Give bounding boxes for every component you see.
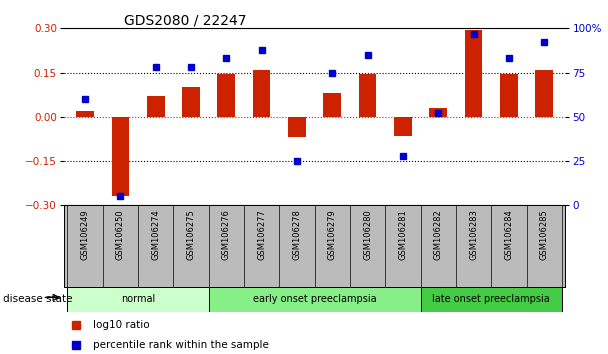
Text: GSM106277: GSM106277 <box>257 209 266 260</box>
Text: GSM106276: GSM106276 <box>222 209 231 260</box>
Text: early onset preeclampsia: early onset preeclampsia <box>253 294 376 304</box>
Bar <box>147 96 165 117</box>
Text: late onset preeclampsia: late onset preeclampsia <box>432 294 550 304</box>
Text: GDS2080 / 22247: GDS2080 / 22247 <box>124 13 246 27</box>
Text: normal: normal <box>121 294 155 304</box>
Bar <box>323 93 341 117</box>
Text: GSM106249: GSM106249 <box>80 209 89 260</box>
Bar <box>209 287 421 312</box>
Text: GSM106284: GSM106284 <box>505 209 513 260</box>
Text: GSM106250: GSM106250 <box>116 209 125 260</box>
Bar <box>253 70 271 117</box>
Text: GSM106274: GSM106274 <box>151 209 160 260</box>
Text: GSM106285: GSM106285 <box>540 209 549 260</box>
Bar <box>67 287 209 312</box>
Text: GSM106280: GSM106280 <box>363 209 372 260</box>
Text: GSM106278: GSM106278 <box>292 209 302 260</box>
Bar <box>218 74 235 117</box>
Bar <box>76 111 94 117</box>
Text: GSM106281: GSM106281 <box>398 209 407 260</box>
Text: percentile rank within the sample: percentile rank within the sample <box>93 340 269 350</box>
Bar <box>536 70 553 117</box>
Bar <box>359 74 376 117</box>
Bar <box>288 117 306 137</box>
Text: log10 ratio: log10 ratio <box>93 320 150 330</box>
Text: disease state: disease state <box>3 294 72 304</box>
Bar <box>182 87 200 117</box>
Bar <box>421 287 562 312</box>
Text: GSM106283: GSM106283 <box>469 209 478 260</box>
Bar <box>111 117 129 196</box>
Text: GSM106279: GSM106279 <box>328 209 337 260</box>
Bar <box>465 30 482 117</box>
Bar <box>429 108 447 117</box>
Bar <box>500 74 518 117</box>
Text: GSM106282: GSM106282 <box>434 209 443 260</box>
Bar <box>394 117 412 136</box>
Text: GSM106275: GSM106275 <box>187 209 196 260</box>
